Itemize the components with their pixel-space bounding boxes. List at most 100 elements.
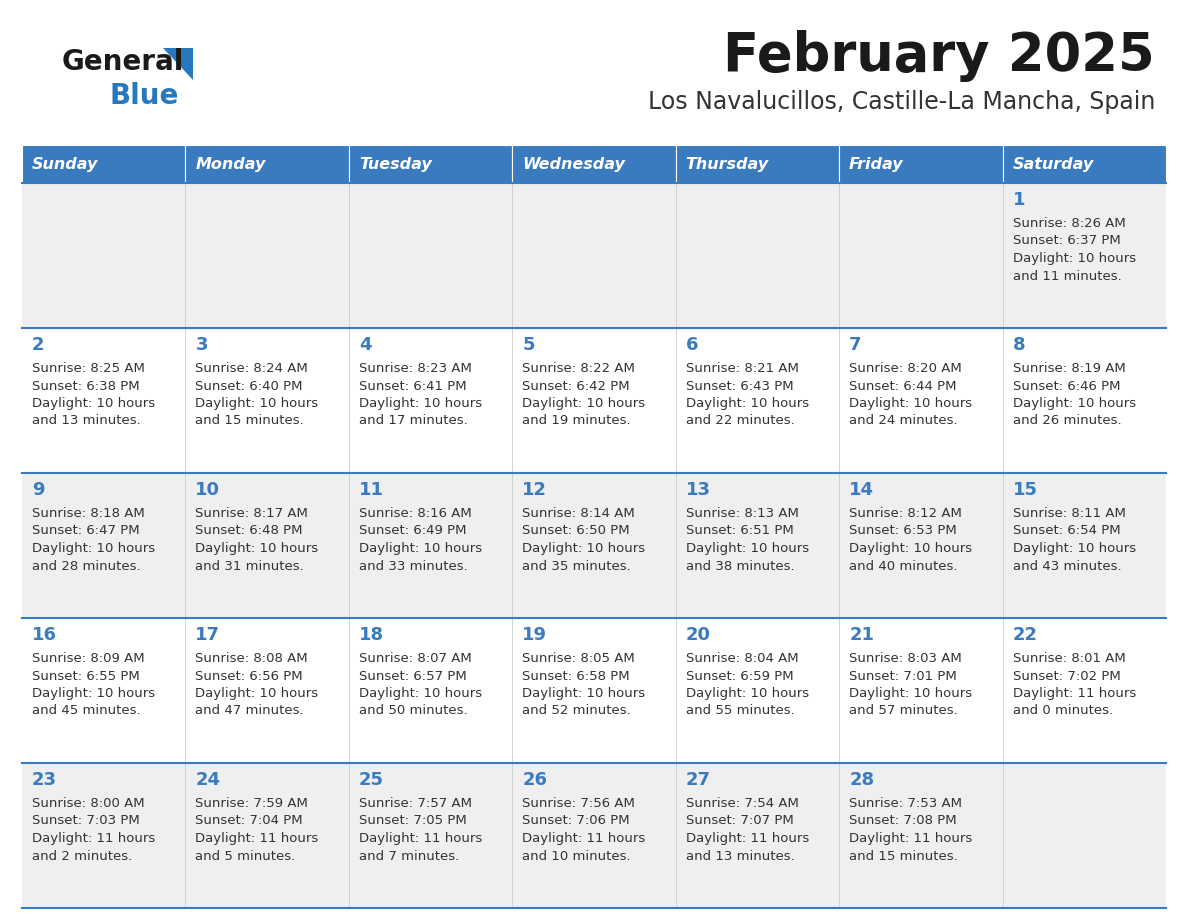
Text: 16: 16 [32, 626, 57, 644]
Text: Daylight: 11 hours: Daylight: 11 hours [359, 832, 482, 845]
Text: Sunset: 7:06 PM: Sunset: 7:06 PM [523, 814, 630, 827]
Text: Daylight: 11 hours: Daylight: 11 hours [523, 832, 645, 845]
Bar [23, 618, 185, 763]
Text: Friday: Friday [849, 156, 904, 172]
Text: and 55 minutes.: and 55 minutes. [685, 704, 795, 718]
Bar [349, 763, 512, 908]
Text: Sunrise: 8:14 AM: Sunrise: 8:14 AM [523, 507, 636, 520]
Text: Sunset: 6:46 PM: Sunset: 6:46 PM [1012, 379, 1120, 393]
Bar [185, 618, 349, 763]
Text: and 2 minutes.: and 2 minutes. [32, 849, 132, 863]
Text: Sunrise: 8:00 AM: Sunrise: 8:00 AM [32, 797, 145, 810]
Text: and 7 minutes.: and 7 minutes. [359, 849, 459, 863]
Text: Sunrise: 8:18 AM: Sunrise: 8:18 AM [32, 507, 145, 520]
Bar [349, 183, 512, 328]
Text: 8: 8 [1012, 336, 1025, 354]
Text: Sunset: 7:08 PM: Sunset: 7:08 PM [849, 814, 956, 827]
Text: Sunset: 7:02 PM: Sunset: 7:02 PM [1012, 669, 1120, 682]
Bar [23, 473, 185, 618]
Text: 17: 17 [196, 626, 221, 644]
Bar [839, 328, 1003, 473]
Text: Daylight: 10 hours: Daylight: 10 hours [32, 542, 156, 555]
Text: February 2025: February 2025 [723, 30, 1155, 82]
Text: Sunset: 6:58 PM: Sunset: 6:58 PM [523, 669, 630, 682]
Text: Sunset: 6:54 PM: Sunset: 6:54 PM [1012, 524, 1120, 538]
Text: and 15 minutes.: and 15 minutes. [849, 849, 958, 863]
Text: Daylight: 10 hours: Daylight: 10 hours [1012, 397, 1136, 410]
Text: Sunrise: 7:59 AM: Sunrise: 7:59 AM [196, 797, 309, 810]
Text: and 28 minutes.: and 28 minutes. [32, 559, 140, 573]
Text: Daylight: 10 hours: Daylight: 10 hours [849, 687, 972, 700]
Text: 15: 15 [1012, 481, 1037, 499]
Text: and 13 minutes.: and 13 minutes. [685, 849, 795, 863]
Bar [676, 145, 839, 183]
Text: and 31 minutes.: and 31 minutes. [196, 559, 304, 573]
Text: Sunrise: 7:53 AM: Sunrise: 7:53 AM [849, 797, 962, 810]
Text: Daylight: 10 hours: Daylight: 10 hours [523, 542, 645, 555]
Text: Sunset: 6:51 PM: Sunset: 6:51 PM [685, 524, 794, 538]
Text: Sunrise: 8:04 AM: Sunrise: 8:04 AM [685, 652, 798, 665]
Text: Daylight: 10 hours: Daylight: 10 hours [849, 397, 972, 410]
Text: Sunrise: 8:21 AM: Sunrise: 8:21 AM [685, 362, 798, 375]
Bar [1003, 328, 1165, 473]
Text: 11: 11 [359, 481, 384, 499]
Text: Sunset: 7:01 PM: Sunset: 7:01 PM [849, 669, 956, 682]
Text: Daylight: 11 hours: Daylight: 11 hours [196, 832, 318, 845]
Text: Daylight: 11 hours: Daylight: 11 hours [32, 832, 156, 845]
Text: Daylight: 10 hours: Daylight: 10 hours [523, 397, 645, 410]
Text: Blue: Blue [110, 82, 179, 110]
Text: Daylight: 10 hours: Daylight: 10 hours [32, 397, 156, 410]
Text: Daylight: 10 hours: Daylight: 10 hours [685, 687, 809, 700]
Text: 21: 21 [849, 626, 874, 644]
Text: and 43 minutes.: and 43 minutes. [1012, 559, 1121, 573]
Bar [1003, 183, 1165, 328]
Text: Daylight: 10 hours: Daylight: 10 hours [359, 397, 482, 410]
Bar [676, 183, 839, 328]
Text: Sunset: 6:47 PM: Sunset: 6:47 PM [32, 524, 140, 538]
Bar [839, 183, 1003, 328]
Bar [512, 145, 676, 183]
Text: Sunrise: 8:26 AM: Sunrise: 8:26 AM [1012, 217, 1125, 230]
Text: 9: 9 [32, 481, 44, 499]
Bar [349, 328, 512, 473]
Bar [839, 763, 1003, 908]
Bar [512, 763, 676, 908]
Text: Sunrise: 8:08 AM: Sunrise: 8:08 AM [196, 652, 308, 665]
Text: 26: 26 [523, 771, 548, 789]
Bar [185, 473, 349, 618]
Bar [185, 145, 349, 183]
Text: Daylight: 10 hours: Daylight: 10 hours [685, 542, 809, 555]
Text: Sunset: 6:41 PM: Sunset: 6:41 PM [359, 379, 467, 393]
Text: and 10 minutes.: and 10 minutes. [523, 849, 631, 863]
Text: Sunset: 6:59 PM: Sunset: 6:59 PM [685, 669, 794, 682]
Text: and 5 minutes.: and 5 minutes. [196, 849, 296, 863]
Text: and 19 minutes.: and 19 minutes. [523, 415, 631, 428]
Bar [676, 328, 839, 473]
Bar [512, 618, 676, 763]
Bar [839, 618, 1003, 763]
Bar [185, 328, 349, 473]
Bar [1003, 763, 1165, 908]
Text: Sunrise: 8:12 AM: Sunrise: 8:12 AM [849, 507, 962, 520]
Bar [512, 328, 676, 473]
Text: Sunrise: 8:24 AM: Sunrise: 8:24 AM [196, 362, 308, 375]
Bar [512, 473, 676, 618]
Text: Sunrise: 7:56 AM: Sunrise: 7:56 AM [523, 797, 636, 810]
Text: Daylight: 10 hours: Daylight: 10 hours [359, 542, 482, 555]
Text: Sunday: Sunday [32, 156, 99, 172]
Text: 10: 10 [196, 481, 221, 499]
Bar [349, 473, 512, 618]
Text: 1: 1 [1012, 191, 1025, 209]
Text: Tuesday: Tuesday [359, 156, 431, 172]
Text: and 22 minutes.: and 22 minutes. [685, 415, 795, 428]
Text: Sunrise: 8:22 AM: Sunrise: 8:22 AM [523, 362, 636, 375]
Text: 13: 13 [685, 481, 710, 499]
Text: Sunrise: 8:16 AM: Sunrise: 8:16 AM [359, 507, 472, 520]
Text: Sunset: 6:44 PM: Sunset: 6:44 PM [849, 379, 956, 393]
Text: 3: 3 [196, 336, 208, 354]
Text: 23: 23 [32, 771, 57, 789]
Bar [23, 183, 185, 328]
Text: Daylight: 10 hours: Daylight: 10 hours [1012, 252, 1136, 265]
Text: 20: 20 [685, 626, 710, 644]
Text: 19: 19 [523, 626, 548, 644]
